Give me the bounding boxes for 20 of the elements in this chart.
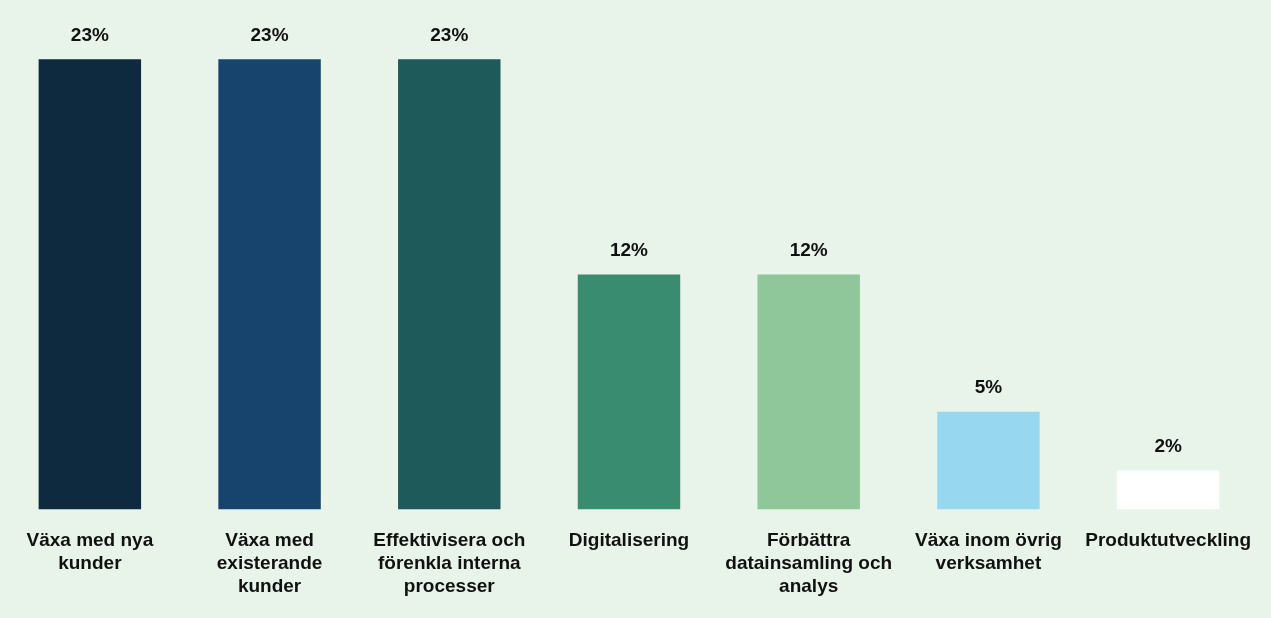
data-label: 23% <box>430 23 469 45</box>
data-label: 23% <box>70 23 109 45</box>
bar <box>398 59 501 510</box>
data-label: 23% <box>250 23 289 45</box>
x-tick-label: Växa med nya kunder <box>26 529 154 574</box>
x-tick-label: Växa inom övrig verksamhet <box>915 529 1062 574</box>
bar <box>218 59 321 510</box>
bar <box>577 274 681 510</box>
bar <box>757 274 860 510</box>
data-label: 2% <box>1154 435 1182 457</box>
x-tick-label: Förbättra datainsamling och analys <box>725 529 893 596</box>
data-label: 5% <box>974 376 1003 398</box>
data-label: 12% <box>789 239 828 261</box>
x-tick-label: Effektivisera och förenkla interna processer <box>373 529 526 596</box>
data-label: 12% <box>609 239 649 261</box>
x-tick-label: Digitalisering <box>568 529 690 551</box>
x-tick-label: Produktutveckling <box>1085 529 1251 551</box>
x-tick-label: Växa med existerande kunder <box>216 529 323 596</box>
bar <box>38 59 142 510</box>
bar <box>937 411 1040 510</box>
